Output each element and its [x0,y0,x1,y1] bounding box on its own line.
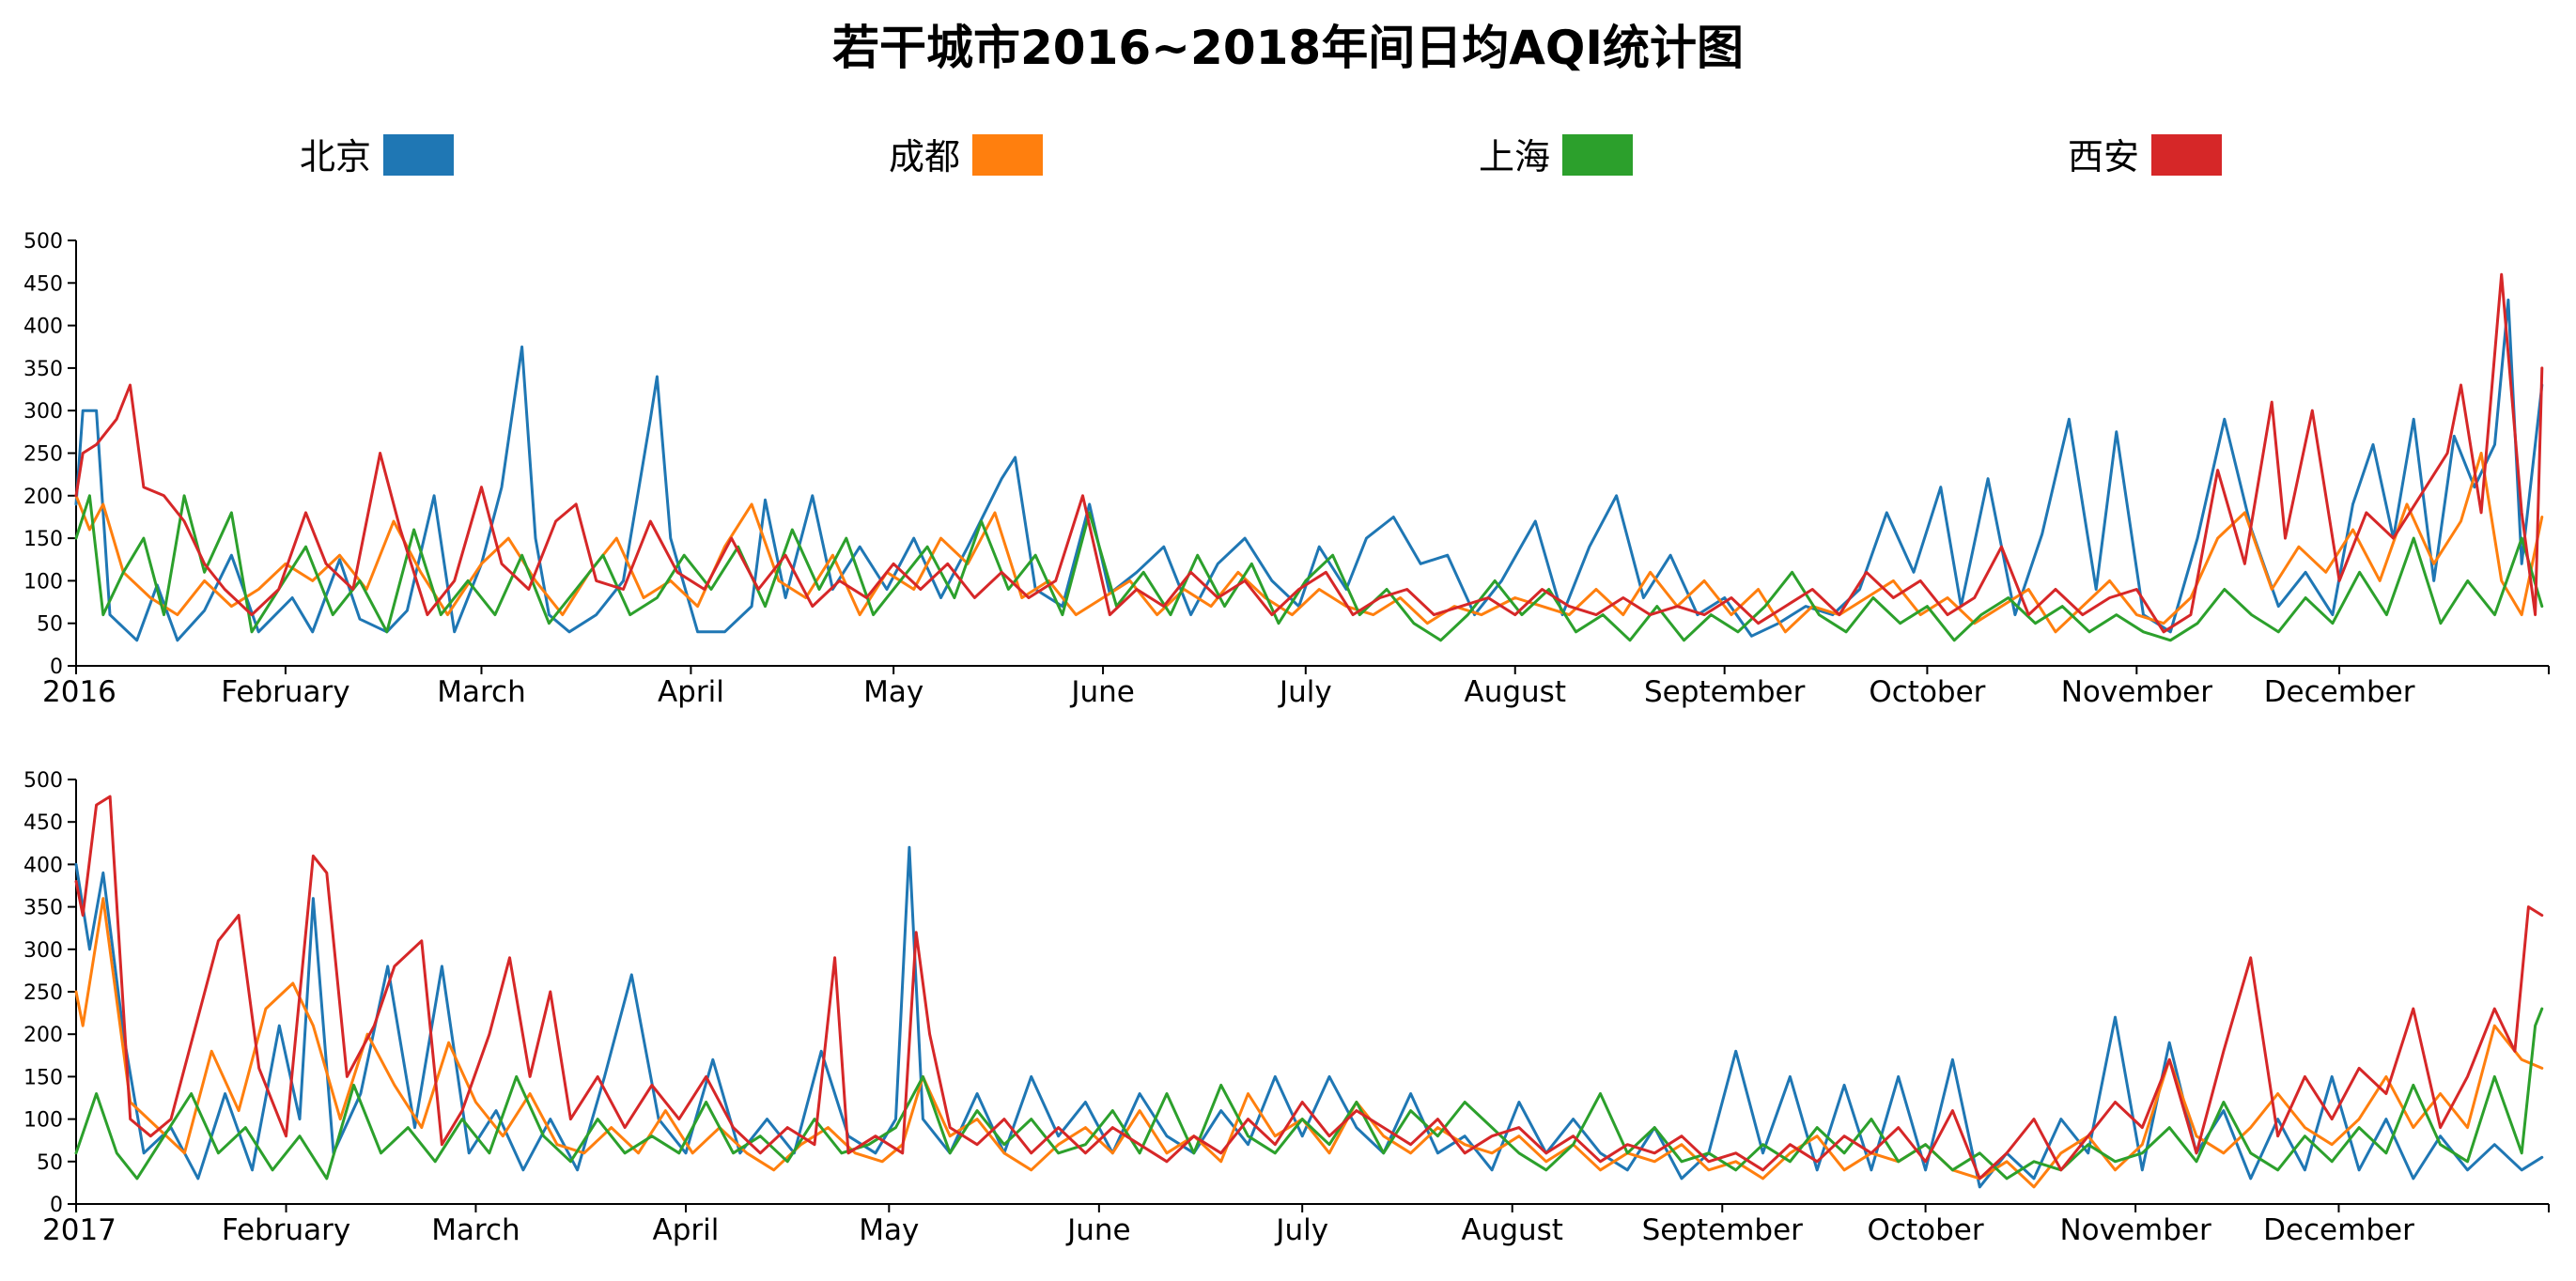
y-tick-label: 200 [23,1024,63,1047]
x-tick-label: 2016 [42,675,116,709]
legend-label: 北京 [300,136,371,177]
x-tick-label: July [1274,1213,1328,1247]
x-tick-label: August [1464,675,1566,709]
y-tick-label: 350 [23,358,63,381]
y-tick-label: 50 [37,613,63,637]
legend: 北京 成都 上海 西安 [300,134,2222,177]
series-line-西安 [74,795,2544,1181]
y-tick-label: 350 [23,897,63,920]
x-tick-label: April [653,1213,720,1247]
series-line-上海 [74,1007,2544,1181]
x-tick-label: November [2059,1213,2211,1247]
x-tick-label: September [1644,675,1806,709]
legend-swatch [383,134,454,176]
y-tick-label: 100 [23,570,63,594]
x-tick-label: December [2263,1213,2414,1247]
legend-label: 成都 [889,136,960,177]
series-line-北京 [74,845,2544,1189]
y-tick-label: 150 [23,1066,63,1089]
y-tick-label: 50 [37,1151,63,1175]
y-tick-label: 0 [50,656,63,679]
x-tick-label: June [1069,675,1135,709]
x-tick-label: June [1065,1213,1131,1247]
y-tick-label: 250 [23,981,63,1005]
x-tick-label: July [1278,675,1332,709]
series-line-西安 [74,272,2544,634]
x-tick-label: October [1868,1213,1984,1247]
y-tick-label: 400 [23,316,63,339]
y-tick-label: 250 [23,443,63,467]
y-tick-label: 450 [23,272,63,296]
x-tick-label: November [2061,675,2213,709]
x-tick-label: December [2264,675,2415,709]
series-line-上海 [74,494,2544,642]
chart-title: 若干城市2016~2018年间日均AQI统计图 [832,21,1744,75]
x-tick-label: August [1461,1213,1563,1247]
x-tick-label: May [863,675,923,709]
series-line-成都 [74,452,2544,634]
y-tick-label: 0 [50,1194,63,1217]
x-tick-label: April [658,675,724,709]
y-tick-label: 500 [23,230,63,254]
x-tick-label: September [1642,1213,1804,1247]
x-tick-label: March [437,675,526,709]
y-tick-label: 400 [23,854,63,877]
y-tick-label: 450 [23,811,63,835]
y-tick-label: 300 [23,400,63,424]
x-tick-label: 2017 [42,1213,116,1247]
legend-label: 上海 [1479,136,1550,177]
x-tick-label: March [431,1213,520,1247]
panel-2017: 0 50 100 150 200 250 300 350 400 450 500 2017 Februa… [23,769,2550,1247]
y-tick-label: 500 [23,769,63,793]
y-tick-label: 300 [23,939,63,963]
legend-swatch [2151,134,2222,176]
x-tick-label: February [221,675,349,709]
x-tick-label: February [222,1213,350,1247]
legend-label: 西安 [2068,136,2139,177]
x-tick-label: May [859,1213,919,1247]
y-tick-label: 200 [23,486,63,509]
legend-swatch [972,134,1043,176]
legend-swatch [1562,134,1633,176]
y-tick-label: 100 [23,1109,63,1133]
x-tick-label: October [1869,675,1985,709]
panel-2016: 0 50 100 150 200 250 300 350 400 450 500 2016 Februa… [23,230,2550,709]
y-tick-label: 150 [23,528,63,551]
